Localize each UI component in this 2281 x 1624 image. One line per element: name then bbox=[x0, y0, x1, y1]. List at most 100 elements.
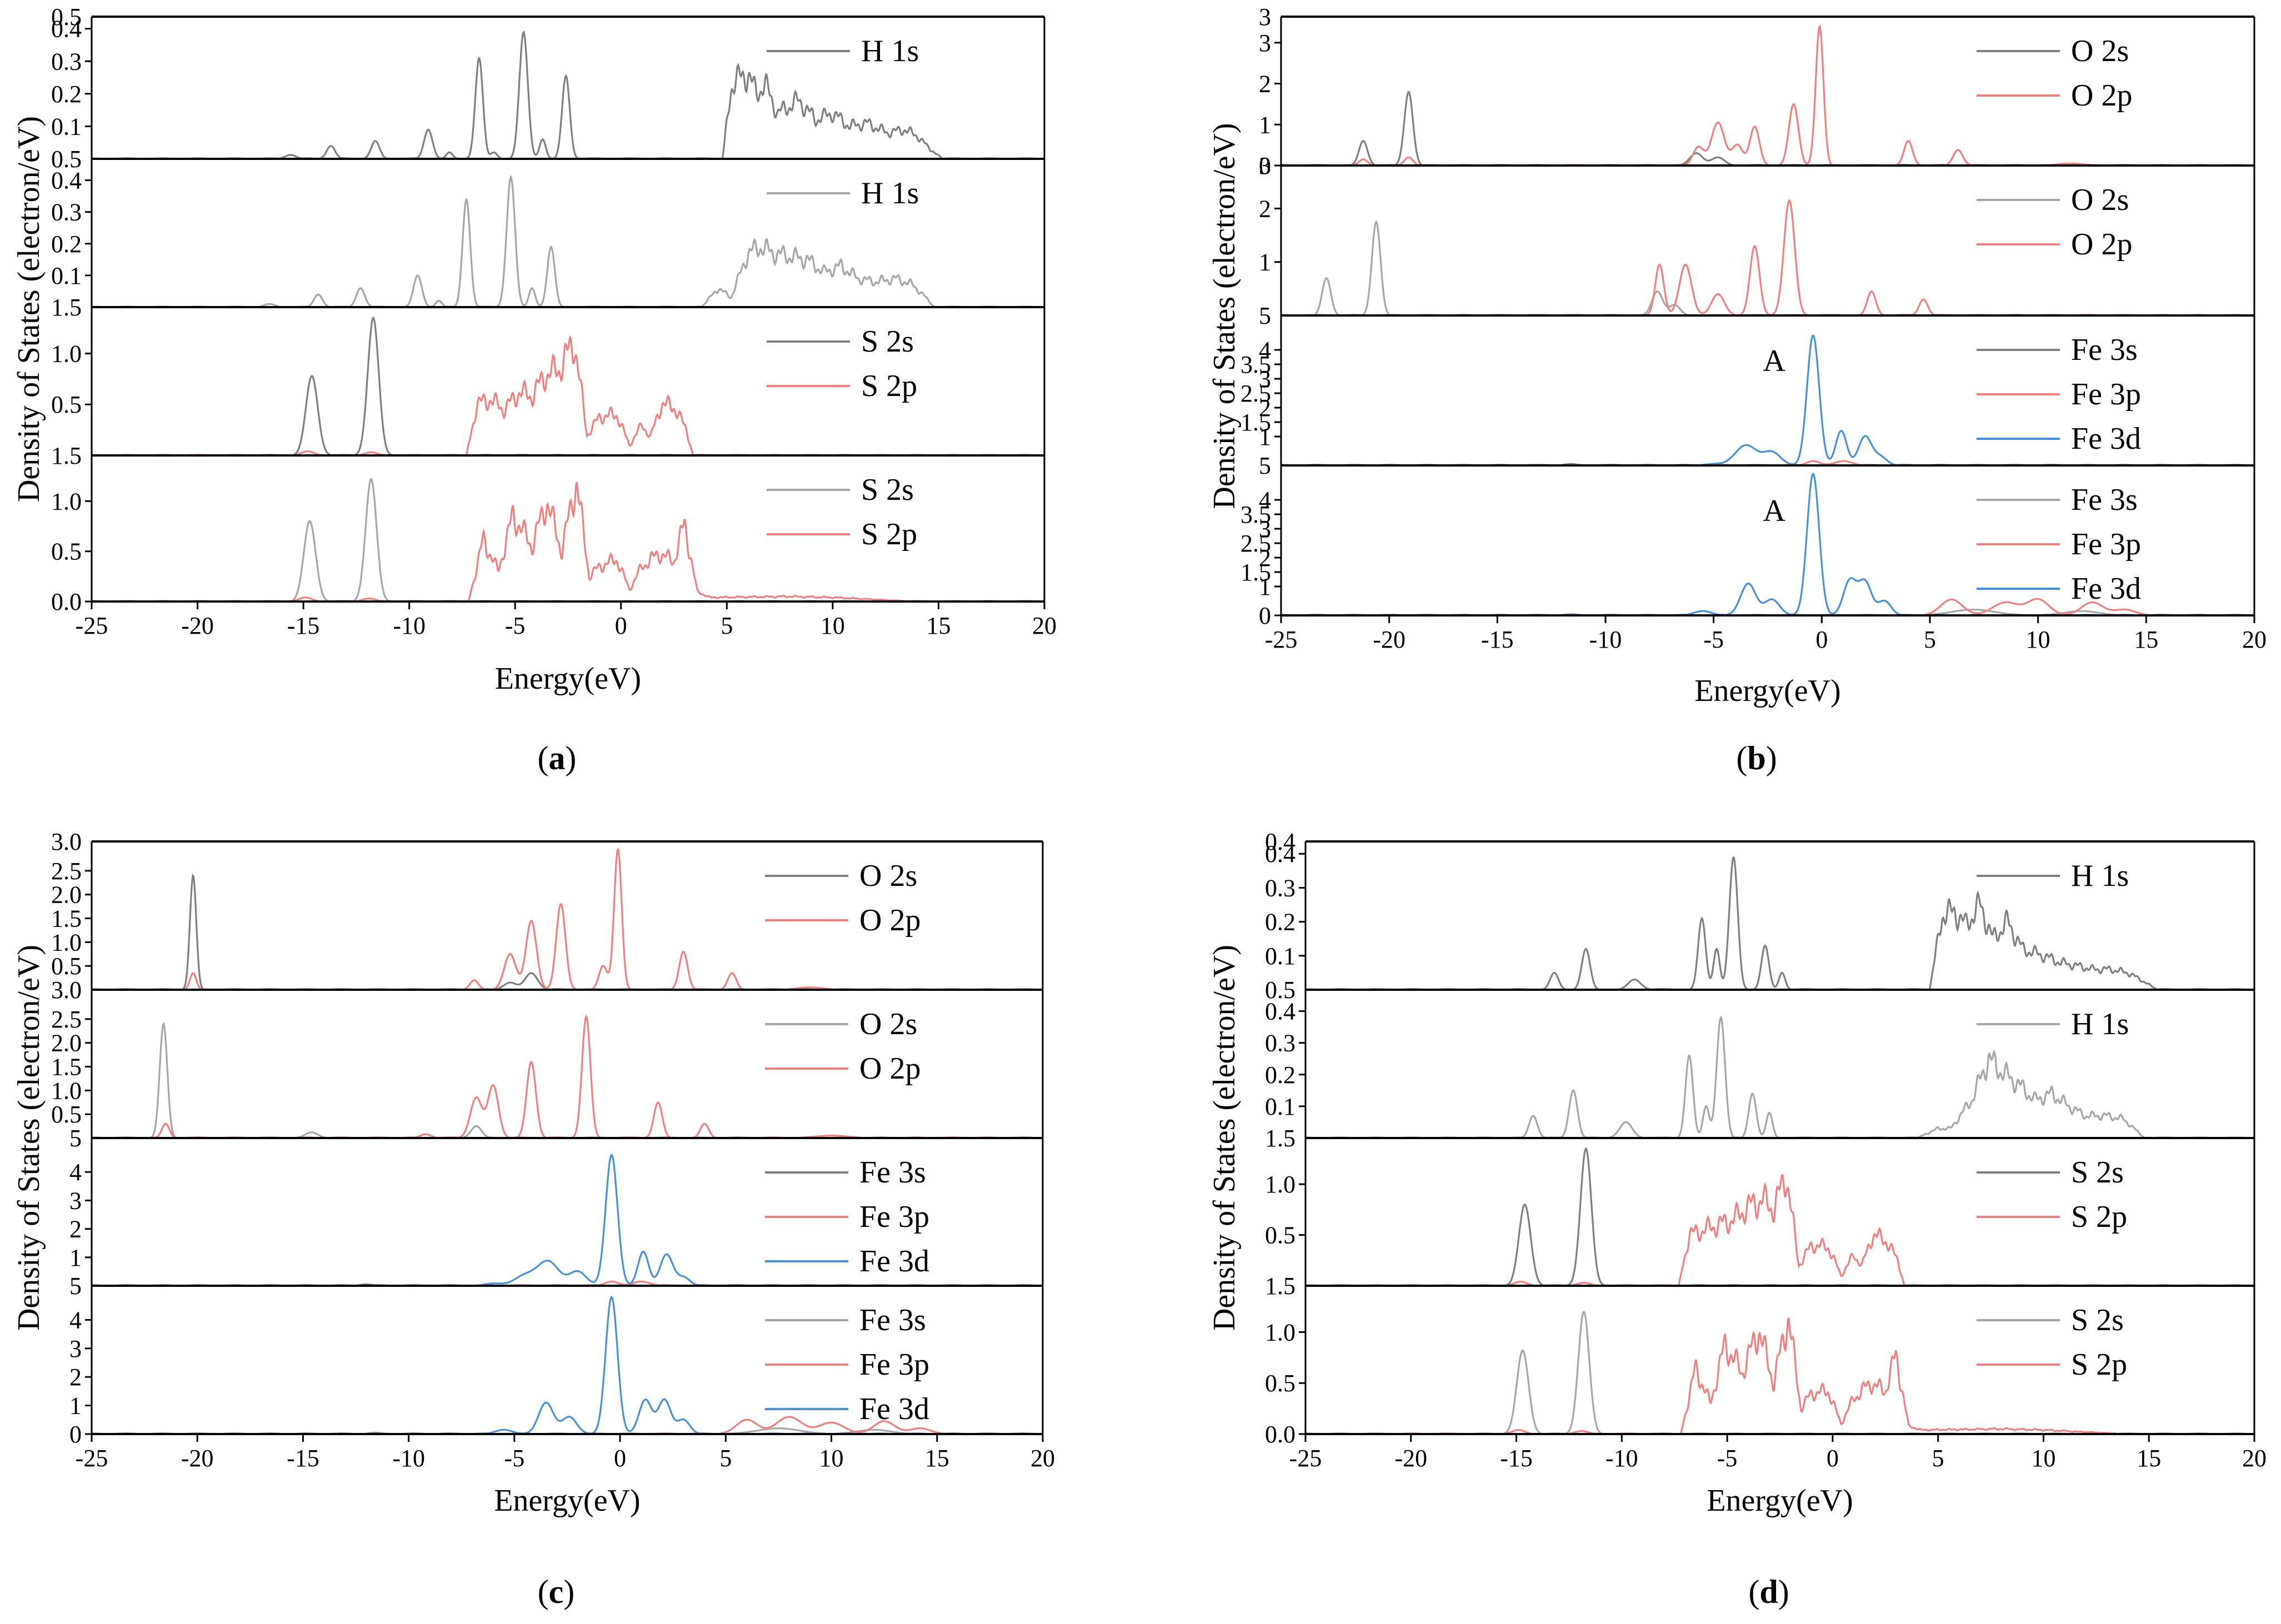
y-tick-label: 0 bbox=[1259, 152, 1271, 179]
x-tick-label: -20 bbox=[181, 612, 214, 639]
y-tick-label: 0.2 bbox=[1265, 909, 1295, 936]
subplot-3: 11.522.533.54 5 Fe 3s Fe 3p Fe 3d A bbox=[1240, 302, 2255, 467]
legend-label: Fe 3d bbox=[859, 1244, 929, 1279]
subplot-1: 0.1 0.2 0.3 0.40.4 H 1s bbox=[1265, 828, 2255, 991]
legend-label: Fe 3p bbox=[2071, 527, 2141, 562]
panel-label: (a) bbox=[538, 740, 577, 776]
x-tick-label: 5 bbox=[1932, 1445, 1944, 1472]
x-axis-title: Energy(eV) bbox=[1707, 1483, 1853, 1518]
x-tick-label: -5 bbox=[1717, 1445, 1738, 1472]
y-tick-label: 0.4 bbox=[1265, 998, 1295, 1025]
y-axis-title: Density of States (electron/eV) bbox=[1207, 945, 1242, 1331]
legend-label: O 2p bbox=[2071, 78, 2132, 113]
y-tick-label-top: 5 bbox=[69, 1272, 82, 1300]
y-tick-label: 1.5 bbox=[51, 905, 82, 933]
y-tick-label: 0.5 bbox=[1265, 1370, 1295, 1397]
legend-label: O 2s bbox=[859, 859, 917, 893]
legend-label: S 2p bbox=[2071, 1347, 2127, 1382]
y-tick-label: 0.2 bbox=[1265, 1061, 1295, 1089]
y-tick-label: 3.5 bbox=[1240, 351, 1271, 378]
y-tick-label: 2.5 bbox=[51, 858, 82, 885]
legend-label: Fe 3s bbox=[859, 1155, 926, 1190]
subplot-4: 0.0 0.5 1.0 1.5 S 2s S 2p bbox=[51, 442, 1046, 615]
x-tick-label: 0 bbox=[1827, 1445, 1839, 1472]
y-tick-label-top: 0.5 bbox=[51, 3, 82, 31]
y-tick-label-top: 5 bbox=[69, 1125, 82, 1152]
y-tick-label: 2 bbox=[1259, 195, 1271, 222]
y-tick-label: 1.5 bbox=[51, 1054, 82, 1081]
y-tick-label-top: 1.5 bbox=[1265, 1125, 1295, 1152]
y-tick-label: 2 bbox=[69, 1216, 82, 1243]
y-tick-label: 2.0 bbox=[51, 1030, 82, 1057]
y-tick-label: 2.5 bbox=[1240, 530, 1271, 557]
y-tick-label: 0.5 bbox=[51, 391, 82, 418]
y-tick-label: 2 bbox=[1259, 394, 1271, 422]
legend-label: O 2p bbox=[859, 903, 921, 938]
legend-label: S 2s bbox=[861, 473, 914, 507]
y-tick-label: 1.0 bbox=[51, 929, 82, 956]
y-tick-label: 4 bbox=[1259, 487, 1271, 514]
y-tick-label-top: 1.5 bbox=[1265, 1272, 1295, 1300]
x-tick-label: -20 bbox=[1394, 1445, 1427, 1472]
subplot-3: 0.5 1.0 1.5 S 2s S 2p bbox=[51, 294, 1046, 457]
y-tick-label: 1 bbox=[69, 1244, 82, 1271]
legend-label: Fe 3p bbox=[2071, 377, 2141, 412]
x-tick-label: -10 bbox=[1605, 1445, 1638, 1472]
y-tick-label: 0.2 bbox=[51, 81, 82, 108]
y-tick-label-top: 3.0 bbox=[51, 976, 82, 1004]
x-tick-label: -25 bbox=[1289, 1445, 1322, 1472]
y-tick-label: 2 bbox=[69, 1364, 82, 1391]
y-tick-label: 1 bbox=[1259, 249, 1271, 276]
x-tick-label: -5 bbox=[505, 612, 526, 639]
y-tick-label: 2.0 bbox=[51, 881, 82, 909]
legend-label: S 2s bbox=[2071, 1303, 2124, 1337]
legend-label: S 2p bbox=[861, 517, 917, 552]
y-tick-label-top: 3.0 bbox=[51, 828, 82, 855]
subplot-2: 0.51.01.52.02.53.0 O 2s O 2p bbox=[51, 976, 1044, 1139]
y-tick-label: 0.3 bbox=[1265, 1030, 1295, 1057]
y-tick-label-top: 3 bbox=[1259, 3, 1271, 31]
y-tick-label: 1.5 bbox=[1240, 559, 1271, 586]
y-tick-label: 2 bbox=[1259, 71, 1271, 98]
y-tick-label: 0.1 bbox=[1265, 1093, 1295, 1120]
panel-c: 0.51.01.52.02.53.0O 2sO 2p0.51.01.52.02.… bbox=[12, 828, 1055, 1610]
x-tick-label: 0 bbox=[1815, 626, 1828, 653]
y-tick-label: 0.4 bbox=[1265, 840, 1295, 868]
y-tick-label: 0.5 bbox=[1265, 1222, 1295, 1249]
x-tick-label: 15 bbox=[2134, 626, 2158, 653]
legend-label: O 2s bbox=[2071, 183, 2129, 217]
subplot-4: 011.522.533.54 5 Fe 3s Fe 3p Fe 3d A bbox=[1240, 452, 2255, 629]
x-tick-label: -15 bbox=[1481, 626, 1514, 653]
legend-label: S 2p bbox=[861, 369, 917, 403]
legend-label: H 1s bbox=[861, 176, 919, 210]
y-tick-label: 4 bbox=[1259, 337, 1271, 364]
y-tick-label: 1.0 bbox=[51, 340, 82, 367]
y-tick-label: 1.5 bbox=[1240, 409, 1271, 436]
x-tick-label: -25 bbox=[76, 612, 108, 639]
x-tick-label: -25 bbox=[1265, 626, 1298, 653]
y-tick-label: 1.0 bbox=[51, 1077, 82, 1104]
y-tick-label: 4 bbox=[69, 1159, 82, 1186]
y-tick-label-top: 3 bbox=[1259, 152, 1271, 179]
legend-label: H 1s bbox=[2071, 859, 2129, 893]
x-tick-label: 20 bbox=[1031, 1445, 1055, 1472]
y-tick-label: 0.0 bbox=[51, 588, 82, 615]
x-tick-label: -20 bbox=[1373, 626, 1405, 653]
legend-label: H 1s bbox=[2071, 1007, 2129, 1041]
legend-label: O 2s bbox=[859, 1007, 917, 1041]
legend-label: Fe 3s bbox=[859, 1303, 926, 1337]
y-axis-title: Density of States (electron/eV) bbox=[12, 945, 46, 1331]
x-tick-label: 10 bbox=[819, 1445, 844, 1472]
x-tick-label: 10 bbox=[821, 612, 845, 639]
x-tick-label: 20 bbox=[1032, 612, 1057, 639]
x-tick-label: -5 bbox=[504, 1445, 525, 1472]
y-tick-label: 0.2 bbox=[51, 230, 82, 258]
x-axis-title: Energy(eV) bbox=[1694, 674, 1840, 708]
x-tick-label: 20 bbox=[2242, 626, 2267, 653]
legend-label: H 1s bbox=[861, 34, 919, 68]
panel-label: (b) bbox=[1736, 740, 1777, 776]
y-tick-label: 0 bbox=[69, 1421, 82, 1448]
y-tick-label: 0.0 bbox=[1265, 1421, 1295, 1448]
